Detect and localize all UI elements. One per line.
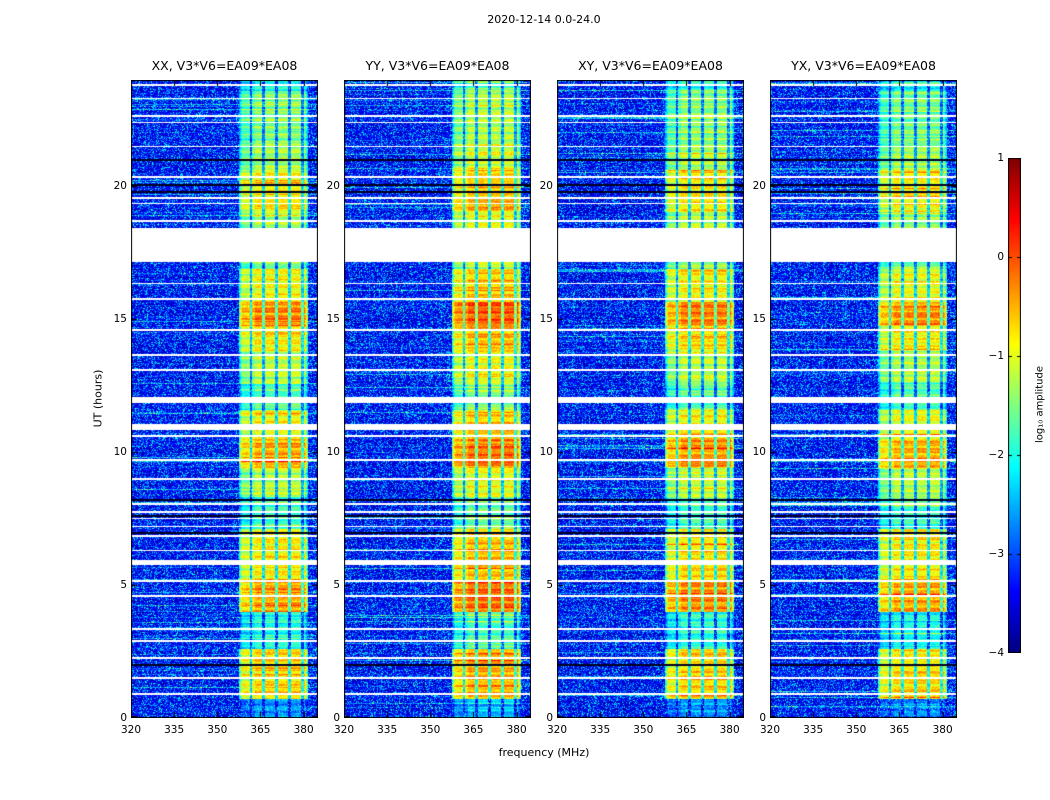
colorbar-tick-label: −1 [988,350,1004,362]
colorbar-tick-label: −2 [988,449,1004,461]
x-axis-label: frequency (MHz) [498,746,590,759]
y-tick-label: 0 [120,712,127,724]
y-tick-label: 15 [752,313,766,326]
x-tick-label: 365 [463,724,484,736]
panel-title: XY, V3*V6=EA09*EA08 [578,58,723,73]
spectrogram-panel-xy: XY, V3*V6=EA09*EA08 320 335 350 365 380 0 5 10 1… [540,58,744,736]
spectrogram-panel-xx: XX, V3*V6=EA09*EA08 320 335 350 365 380 0 5 10 1… [114,58,318,736]
x-tick-label: 350 [207,724,228,736]
y-tick-label: 10 [113,446,127,459]
y-tick-label: 20 [326,180,340,193]
y-tick-label: 0 [546,712,553,724]
colorbar-tick-label: −3 [988,548,1004,560]
colorbar-label: log₁₀ amplitude [1034,366,1046,443]
panel-title: YX, V3*V6=EA09*EA08 [791,58,936,73]
x-tick-label: 335 [590,724,611,736]
x-tick-label: 380 [719,724,740,736]
x-tick-label: 335 [377,724,398,736]
x-tick-label: 365 [676,724,697,736]
x-tick-label: 365 [889,724,910,736]
x-tick-label: 335 [803,724,824,736]
panel-title: YY, V3*V6=EA09*EA08 [365,58,510,73]
x-tick-label: 380 [932,724,953,736]
y-tick-label: 5 [546,579,553,592]
y-tick-label: 5 [333,579,340,592]
spectrogram-canvas [344,80,531,718]
y-tick-label: 20 [752,180,766,193]
y-tick-label: 20 [113,180,127,193]
y-tick-label: 5 [120,579,127,592]
colorbar-tick-label: −4 [988,647,1004,659]
colorbar-tick-label: 0 [997,251,1004,263]
spectrogram-canvas [131,80,318,718]
y-tick-label: 15 [113,313,127,326]
y-tick-label: 10 [752,446,766,459]
spectrogram-canvas [557,80,744,718]
x-tick-label: 335 [164,724,185,736]
y-tick-label: 5 [759,579,766,592]
x-tick-label: 380 [293,724,314,736]
x-tick-label: 320 [759,724,781,736]
x-tick-label: 320 [546,724,568,736]
colorbar: 1 0 −1 −2 −3 −4 [989,152,1021,659]
x-tick-label: 365 [250,724,271,736]
x-tick-label: 350 [420,724,441,736]
figure-title: 2020-12-14 0.0-24.0 [487,13,601,26]
x-tick-label: 320 [333,724,355,736]
y-tick-label: 10 [326,446,340,459]
spectrogram-canvas [770,80,957,718]
x-tick-label: 350 [846,724,867,736]
y-tick-label: 20 [539,180,553,193]
x-tick-label: 350 [633,724,654,736]
spectrogram-panel-yx: YX, V3*V6=EA09*EA08 320 335 350 365 380 0 5 10 1… [753,58,957,736]
y-tick-label: 15 [326,313,340,326]
x-tick-label: 380 [506,724,527,736]
y-tick-label: 10 [539,446,553,459]
y-tick-label: 15 [539,313,553,326]
colorbar-canvas [1008,158,1021,653]
x-tick-label: 320 [120,724,142,736]
colorbar-tick-label: 1 [997,152,1004,164]
spectrogram-panel-yy: YY, V3*V6=EA09*EA08 320 335 350 365 380 0 5 10 1… [327,58,531,736]
y-tick-label: 0 [333,712,340,724]
panel-title: XX, V3*V6=EA09*EA08 [151,58,298,73]
y-tick-label: 0 [759,712,766,724]
